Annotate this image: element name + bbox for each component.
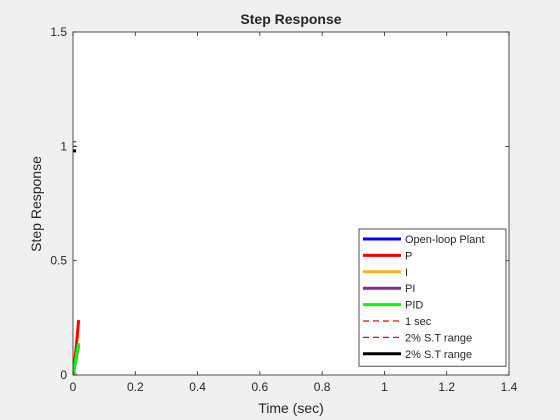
legend-label: P bbox=[405, 250, 412, 262]
axes-box bbox=[72, 31, 510, 376]
tick-labels: 0 0.2 0.4 0.6 0.8 1 1.2 1.4 0 0.5 1 1.5 bbox=[50, 25, 517, 394]
x-axis-label: Time (sec) bbox=[258, 400, 324, 416]
chart-title: Step Response bbox=[240, 11, 341, 27]
y-tick-label: 1.5 bbox=[50, 25, 67, 39]
x-tick-label: 1.4 bbox=[501, 380, 518, 394]
legend-label: 2% S.T range bbox=[405, 349, 472, 361]
x-tick-label: 0 bbox=[70, 380, 77, 394]
y-tick-label: 1 bbox=[60, 139, 67, 153]
y-axis-label: Step Response bbox=[28, 156, 44, 252]
legend-box bbox=[358, 228, 507, 367]
x-tick-label: 0.6 bbox=[252, 380, 269, 394]
x-tick-label: 1.2 bbox=[438, 380, 455, 394]
x-tick-label: 0.2 bbox=[127, 380, 144, 394]
legend-label: 1 sec bbox=[405, 316, 432, 328]
x-tick-label: 0.8 bbox=[314, 380, 331, 394]
y-tick-label: 0.5 bbox=[50, 254, 67, 268]
legend-label: Open-loop Plant bbox=[405, 234, 485, 246]
legend-label: PI bbox=[405, 283, 415, 295]
legend-label: 2% S.T range bbox=[405, 332, 472, 344]
legend: Open-loop Plant PI PI PID 1 sec 2% S.T range 2… bbox=[358, 228, 507, 367]
axes-layer bbox=[72, 31, 510, 376]
legend-label: I bbox=[405, 267, 408, 279]
series-line-4 bbox=[73, 342, 81, 375]
legend-label: PID bbox=[405, 300, 423, 312]
y-tick-label: 0 bbox=[60, 368, 67, 382]
x-tick-label: 0.4 bbox=[189, 380, 206, 394]
x-tick-label: 1 bbox=[381, 380, 388, 394]
